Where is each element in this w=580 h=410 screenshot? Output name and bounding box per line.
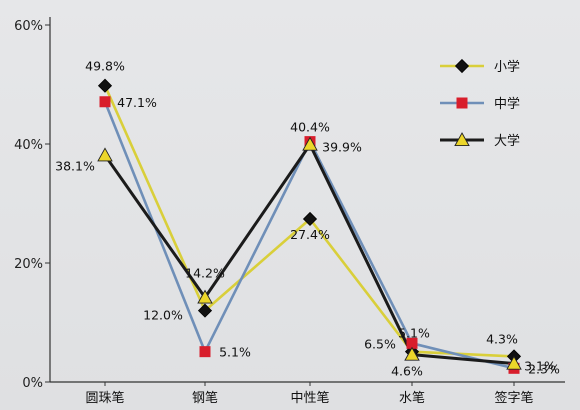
- legend-label: 大学: [494, 133, 520, 149]
- data-label: 49.8%: [85, 59, 125, 74]
- legend-marker: [454, 132, 470, 147]
- data-point-marker: [506, 355, 522, 370]
- markers-layer: [97, 78, 522, 374]
- data-point-marker: [199, 346, 211, 358]
- y-tick-label: 60%: [14, 19, 43, 34]
- y-tick-label: 40%: [14, 138, 43, 153]
- y-tick-label: 20%: [14, 257, 43, 272]
- data-label: 6.5%: [364, 336, 396, 351]
- data-label: 2.3%: [528, 361, 560, 376]
- data-label: 4.3%: [486, 331, 518, 346]
- legend-label: 小学: [494, 59, 520, 75]
- data-point-marker: [99, 96, 111, 108]
- data-point-marker: [406, 337, 418, 349]
- legend-marker: [456, 97, 468, 109]
- data-label: 39.9%: [322, 140, 362, 155]
- data-labels-layer: 49.8% 12.0% 27.4% 5.1% 4.3% 47.1% 5.1% 40.4% 6.5…: [55, 59, 560, 379]
- data-label: 14.2%: [185, 266, 225, 281]
- data-label: 47.1%: [117, 95, 157, 110]
- x-tick-label: 圆珠笔: [85, 390, 124, 406]
- x-tick-label: 钢笔: [192, 390, 218, 406]
- y-tick-label: 0%: [22, 376, 43, 391]
- data-point-marker: [404, 346, 420, 361]
- data-label: 40.4%: [290, 120, 330, 135]
- x-tick-label: 中性笔: [290, 390, 329, 406]
- data-label: 5.1%: [398, 326, 430, 341]
- data-point-marker: [97, 147, 113, 162]
- legend-marker: [454, 58, 470, 74]
- x-tick-label: 签字笔: [494, 390, 533, 406]
- data-point-marker: [97, 78, 113, 93]
- axes-layer: 0% 20% 40% 60% 圆珠笔 钢笔 中性笔 水笔 签字笔: [14, 17, 565, 406]
- data-point-marker: [302, 136, 318, 151]
- data-point-marker: [197, 289, 213, 304]
- data-label: 3.1%: [524, 359, 556, 374]
- data-point-marker: [197, 303, 213, 318]
- data-label: 12.0%: [143, 308, 183, 323]
- data-point-marker: [302, 211, 318, 227]
- data-label: 4.6%: [391, 364, 423, 379]
- data-label: 38.1%: [55, 158, 95, 173]
- x-tick-label: 水笔: [399, 390, 425, 406]
- data-label: 5.1%: [219, 345, 251, 360]
- legend-label: 中学: [494, 96, 520, 112]
- data-label: 27.4%: [290, 227, 330, 242]
